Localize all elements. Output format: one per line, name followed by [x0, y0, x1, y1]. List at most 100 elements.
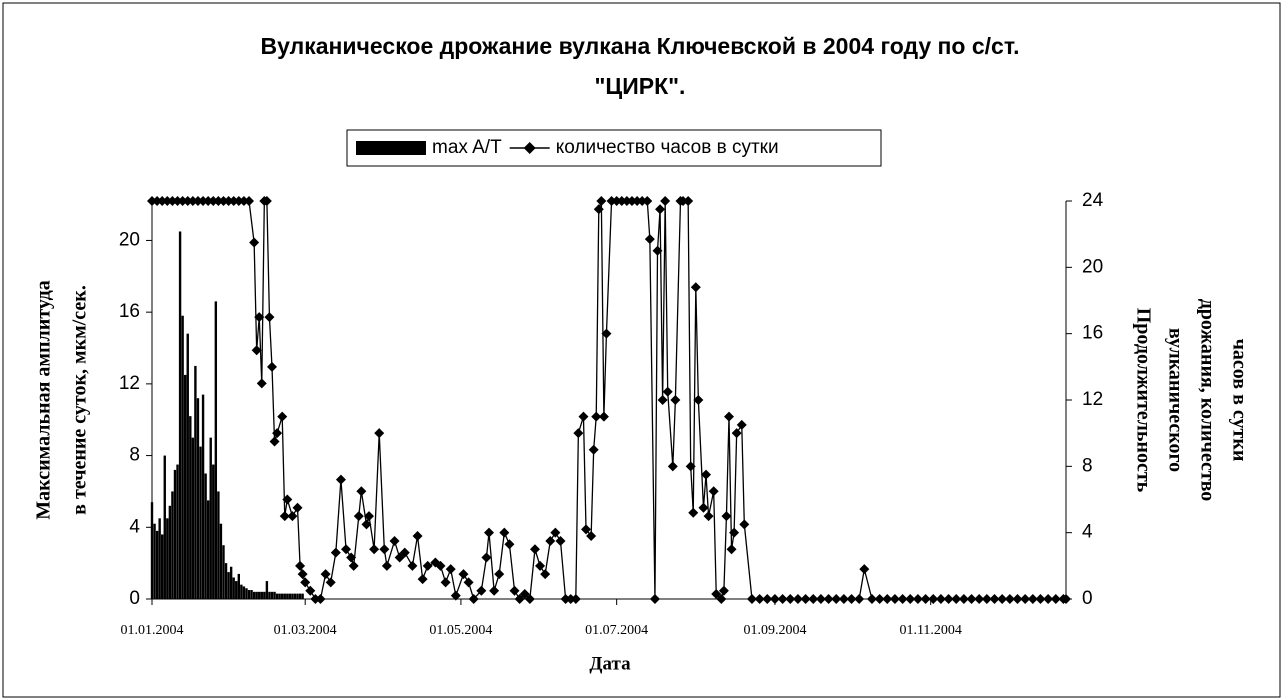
x-tick-label: 01.03.2004: [274, 623, 337, 638]
marker: [249, 237, 260, 248]
marker: [279, 511, 290, 522]
marker: [621, 196, 632, 206]
marker: [356, 486, 367, 497]
marker: [711, 589, 722, 600]
marker: [777, 594, 788, 604]
bar: [301, 593, 304, 599]
y2-tick-label: 0: [1082, 588, 1093, 609]
marker: [989, 594, 1000, 604]
bar: [166, 518, 169, 599]
marker: [800, 594, 811, 604]
marker: [596, 196, 607, 206]
y-tick-label: 4: [129, 516, 140, 537]
marker: [808, 594, 819, 604]
chart-title: Вулканическое дрожание вулкана Ключевско…: [261, 33, 1020, 59]
marker: [652, 245, 663, 256]
marker: [529, 544, 540, 555]
bar: [227, 572, 230, 599]
marker: [272, 428, 283, 439]
marker: [723, 411, 734, 422]
bar: [291, 593, 294, 599]
marker: [655, 204, 666, 215]
marker: [292, 502, 303, 513]
marker: [157, 196, 168, 206]
marker: [601, 328, 612, 339]
marker: [346, 552, 357, 563]
y2-axis-title: Продолжительность: [1132, 308, 1154, 493]
bar: [263, 591, 266, 599]
marker: [683, 196, 694, 206]
marker: [581, 524, 592, 535]
marker: [703, 511, 714, 522]
marker: [417, 574, 428, 585]
legend-label: max A/T: [432, 137, 502, 158]
x-tick-label: 01.05.2004: [429, 623, 492, 638]
marker: [399, 547, 410, 558]
legend-swatch: [356, 141, 426, 155]
marker: [295, 560, 306, 571]
marker: [897, 594, 908, 604]
marker: [348, 560, 359, 571]
marker: [320, 569, 331, 580]
x-tick-label: 01.11.2004: [899, 623, 961, 638]
bar: [247, 590, 251, 599]
bar: [245, 588, 248, 599]
bar: [278, 593, 281, 599]
y2-axis-title: дрожания, количество: [1196, 299, 1218, 502]
chart-title: "ЦИРК".: [595, 73, 686, 99]
marker: [233, 196, 244, 206]
marker: [152, 196, 163, 206]
marker: [203, 196, 214, 206]
bar: [296, 593, 299, 599]
marker: [570, 594, 581, 604]
y-tick-label: 8: [129, 445, 140, 466]
y2-tick-label: 4: [1082, 522, 1093, 543]
bar: [268, 591, 271, 599]
marker: [642, 196, 653, 206]
marker: [565, 594, 576, 604]
marker: [476, 585, 487, 596]
bar: [260, 591, 263, 599]
marker: [905, 594, 916, 604]
bar: [255, 591, 258, 599]
bar: [183, 374, 187, 599]
bar: [258, 591, 261, 599]
marker: [823, 594, 834, 604]
bar: [189, 416, 192, 599]
y-tick-label: 0: [129, 588, 140, 609]
marker: [264, 312, 275, 323]
marker: [1020, 594, 1031, 604]
marker: [287, 511, 298, 522]
marker: [198, 196, 209, 206]
bar: [275, 593, 279, 599]
marker: [578, 411, 589, 422]
marker: [244, 196, 255, 206]
marker: [718, 585, 729, 596]
marker: [435, 560, 446, 571]
marker: [981, 594, 992, 604]
marker: [667, 461, 678, 472]
bar: [171, 491, 174, 599]
y-axis-title: в течение суток, мкм/сек.: [69, 285, 91, 515]
y2-tick-label: 16: [1082, 323, 1103, 344]
marker: [1050, 594, 1061, 604]
marker: [729, 527, 740, 538]
marker: [468, 594, 479, 604]
bar: [219, 523, 223, 599]
bar: [224, 563, 228, 599]
marker: [838, 594, 849, 604]
marker: [611, 196, 622, 206]
marker: [407, 560, 418, 571]
legend-label: количество часов в сутки: [556, 137, 779, 158]
marker: [588, 444, 599, 455]
marker: [422, 560, 433, 571]
marker: [688, 507, 699, 518]
marker: [369, 544, 380, 555]
bar: [217, 491, 220, 599]
marker: [846, 594, 857, 604]
marker: [213, 196, 224, 206]
marker: [785, 594, 796, 604]
y2-tick-label: 12: [1082, 389, 1103, 410]
y-tick-label: 12: [119, 373, 140, 394]
